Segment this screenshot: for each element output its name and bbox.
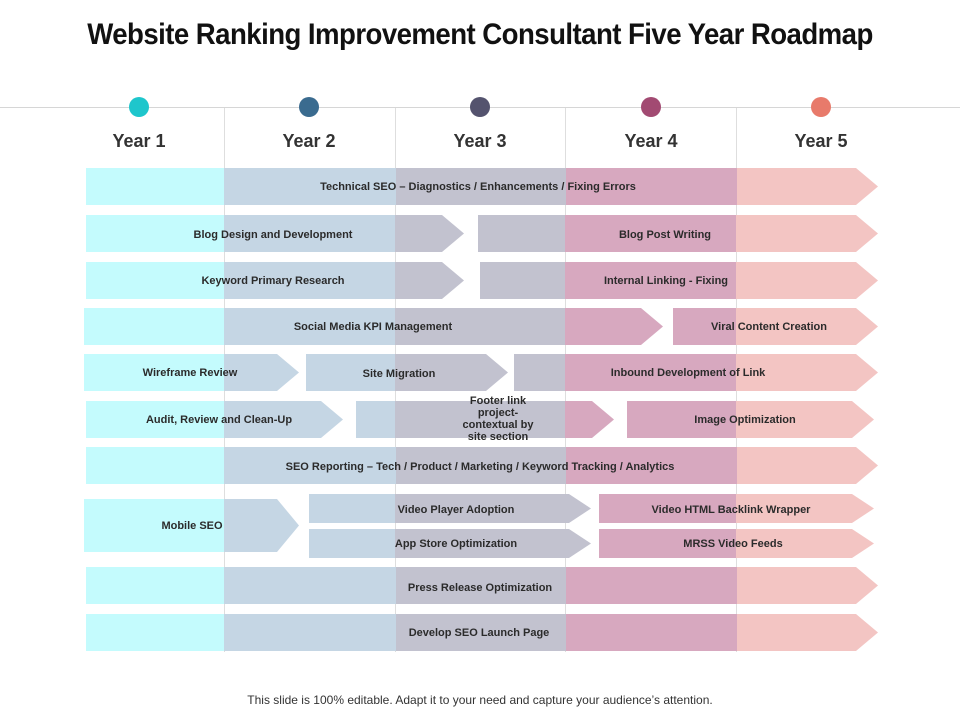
press-release-label: Press Release Optimization: [407, 582, 553, 594]
page-title: Website Ranking Improvement Consultant F…: [87, 18, 873, 51]
app-store-label: App Store Optimization: [394, 538, 518, 550]
audit-review-bar: [86, 401, 343, 438]
seo-reporting-label: SEO Reporting – Tech / Product / Marketi…: [285, 461, 675, 473]
footer-link-label: Footer link project-contextual by site s…: [462, 395, 534, 443]
year-2-label: Year 2: [282, 131, 336, 151]
video-html-backlink-bar: [599, 494, 874, 523]
footer-link-bar: [356, 401, 614, 438]
app-store-bar: [309, 529, 591, 558]
video-player-label: Video Player Adoption: [397, 504, 515, 516]
year-1-label: Year 1: [112, 131, 166, 151]
year-3-marker: [470, 97, 490, 117]
seo-launch-bar: [86, 614, 878, 651]
viral-content-bar: [673, 308, 878, 345]
internal-linking-label: Internal Linking - Fixing: [603, 275, 729, 287]
year-4-marker: [641, 97, 661, 117]
video-player-bar: [309, 494, 591, 523]
video-html-backlink-label: Video HTML Backlink Wrapper: [651, 504, 811, 516]
mobile-seo-label: Mobile SEO: [161, 520, 223, 532]
footer-note: This slide is 100% editable. Adapt it to…: [247, 693, 713, 707]
year-1-marker: [129, 97, 149, 117]
blog-post-writing-label: Blog Post Writing: [618, 229, 712, 241]
blog-design-label: Blog Design and Development: [193, 229, 353, 241]
keyword-research-label: Keyword Primary Research: [201, 275, 345, 287]
technical-seo-label: Technical SEO – Diagnostics / Enhancemen…: [320, 181, 636, 193]
blog-post-writing-bar: [478, 215, 878, 252]
wireframe-review-bar: [84, 354, 299, 391]
keyword-research-bar: [86, 262, 464, 299]
press-release-bar: [86, 567, 878, 604]
year-5-label: Year 5: [794, 131, 848, 151]
wireframe-review-label: Wireframe Review: [142, 367, 238, 379]
seo-launch-label: Develop SEO Launch Page: [408, 627, 550, 639]
inbound-link-bar: [514, 354, 878, 391]
social-media-kpi-label: Social Media KPI Management: [293, 321, 453, 333]
blog-design-bar: [86, 215, 464, 252]
mrss-feeds-label: MRSS Video Feeds: [683, 538, 783, 550]
social-media-kpi-bar: [84, 308, 663, 345]
seo-reporting-bar: [86, 447, 878, 484]
internal-linking-bar: [480, 262, 878, 299]
mobile-seo-bar: [84, 499, 299, 552]
technical-seo-bar: [86, 168, 878, 205]
image-optimization-bar: [627, 401, 874, 438]
inbound-link-label: Inbound Development of Link: [610, 367, 766, 379]
image-optimization-label: Image Optimization: [694, 414, 796, 426]
viral-content-label: Viral Content Creation: [711, 321, 827, 333]
year-3-label: Year 3: [453, 131, 507, 151]
mrss-feeds-bar: [599, 529, 874, 558]
audit-review-label: Audit, Review and Clean-Up: [145, 414, 293, 426]
year-5-marker: [811, 97, 831, 117]
year-2-marker: [299, 97, 319, 117]
site-migration-bar: [306, 354, 508, 391]
site-migration-label: Site Migration: [362, 368, 436, 380]
year-4-label: Year 4: [624, 131, 678, 151]
